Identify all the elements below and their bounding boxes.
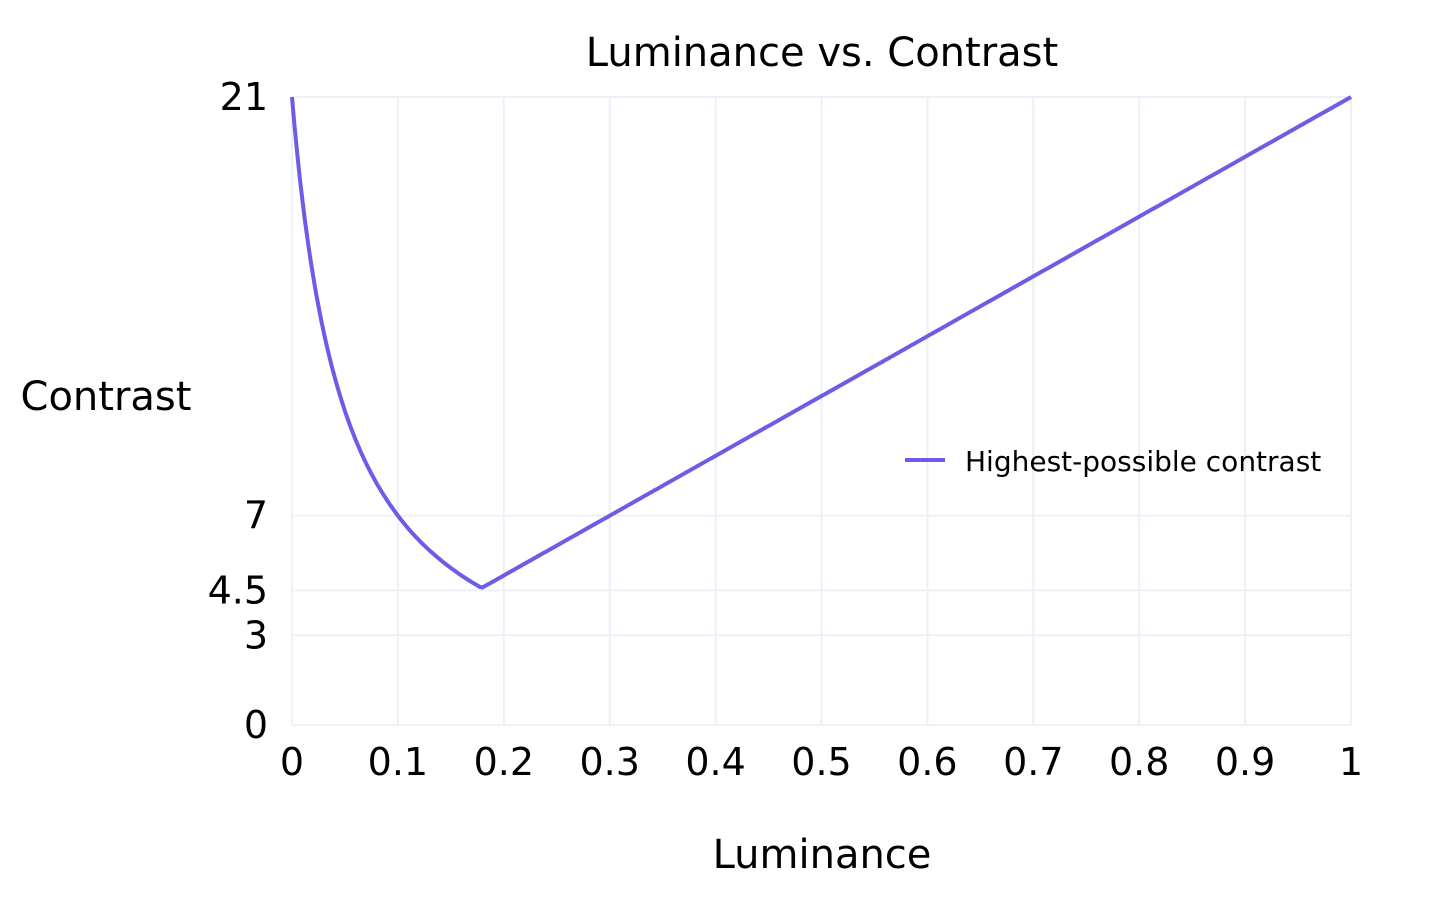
legend: Highest-possible contrast — [905, 445, 1321, 478]
x-tick-label: 0.6 — [897, 740, 957, 784]
contrast-curve — [290, 95, 1352, 590]
legend-label: Highest-possible contrast — [965, 445, 1321, 478]
y-tick-label: 0 — [244, 703, 268, 747]
x-tick-label: 0.2 — [474, 740, 534, 784]
x-tick-label: 0.3 — [579, 740, 639, 784]
y-axis-ticks: 0 34.5 7 21 — [208, 75, 268, 747]
y-tick-label: 3 — [244, 613, 268, 657]
x-tick-label: 0 — [280, 740, 304, 784]
grid — [291, 96, 1352, 726]
y-tick-label: 7 — [244, 494, 268, 538]
x-tick-label: 1 — [1339, 740, 1363, 784]
x-tick-label: 0.4 — [685, 740, 745, 784]
x-tick-label: 0.7 — [1003, 740, 1063, 784]
y-axis-label: Contrast — [21, 374, 192, 420]
y-tick-label: 21 — [220, 75, 268, 119]
x-tick-label: 0.9 — [1215, 740, 1275, 784]
x-tick-label: 0.8 — [1109, 740, 1169, 784]
x-tick-label: 0.1 — [368, 740, 428, 784]
x-axis-label: Luminance — [713, 832, 932, 878]
x-tick-label: 0.5 — [791, 740, 851, 784]
x-axis-ticks: 0 0.1 0.2 0.3 0.4 0.5 0.6 0.7 0.8 0.9 1 — [280, 740, 1363, 784]
chart-title: Luminance vs. Contrast — [586, 30, 1058, 76]
y-tick-label: 4.5 — [208, 568, 268, 612]
